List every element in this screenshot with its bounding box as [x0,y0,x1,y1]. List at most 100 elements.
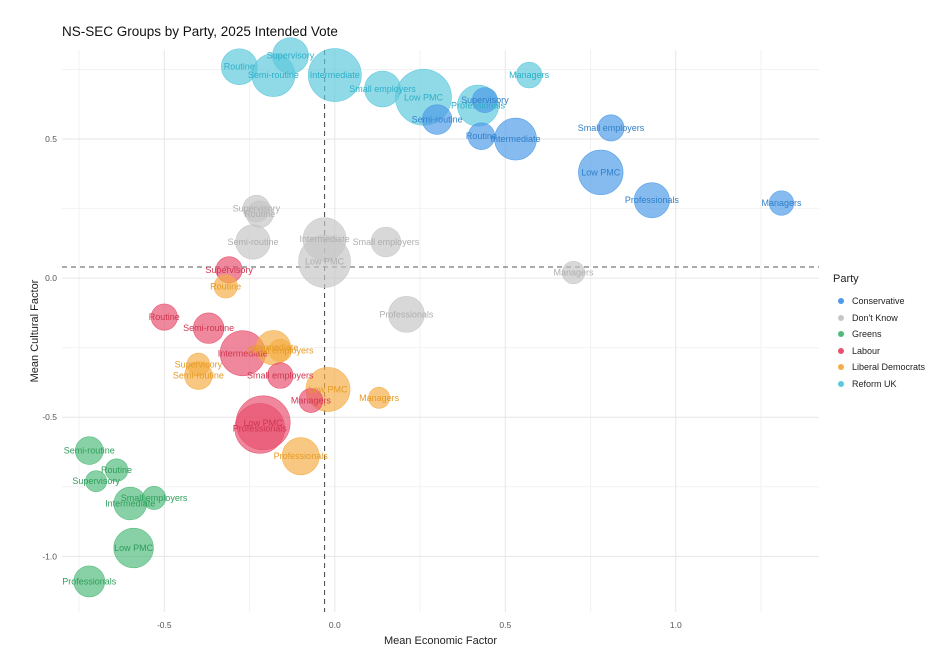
point-label: Routine [210,281,241,291]
legend-item: Reform UK [833,376,925,393]
legend-label: Conservative [852,296,905,307]
y-tick-label: -0.5 [42,412,57,422]
point-label: Managers [761,198,802,208]
point-label: Routine [149,312,180,322]
data-point [302,217,347,262]
point-label: Supervisory [461,95,509,105]
legend-swatch [838,364,844,371]
point-label: Supervisory [205,265,253,275]
x-tick-label: -0.5 [157,620,172,630]
point-label: Intermediate [491,134,541,144]
point-label: Small employers [121,493,188,503]
point-label: Semi-routine [412,115,463,125]
point-label: Professionals [625,195,680,205]
data-point [75,436,104,465]
point-label: Supervisory [175,359,223,369]
y-tick-label: 0.5 [45,134,57,144]
data-point [193,312,225,344]
point-label: Supervisory [267,51,315,61]
data-point [370,226,402,258]
data-point [272,37,309,74]
y-tick-label: -1.0 [42,551,57,561]
legend-label: Labour [852,345,881,356]
reference-lines [62,50,819,612]
legend-swatch [838,298,844,305]
point-label: Routine [101,465,132,475]
data-point [307,48,362,102]
point-label: Managers [509,70,550,80]
point-label: Low PMC [581,167,621,177]
legend-label: Don't Know [852,312,898,323]
point-label: Managers [359,393,400,403]
point-label: Low PMC [404,92,444,102]
y-axis-title: Mean Cultural Factor [29,279,41,382]
legend: Party Conservative Don't Know Greens Labour… [833,273,925,392]
point-label: Low PMC [305,256,345,266]
legend-item: Liberal Democrats [833,359,925,376]
point-label: Small employers [247,371,314,381]
data-point [634,182,670,219]
data-point [142,485,167,510]
data-point [234,403,285,454]
data-point [578,149,624,196]
point-label: Professionals [379,309,434,319]
chart-title: NS-SEC Groups by Party, 2025 Intended Vo… [62,24,338,39]
x-axis-title: Mean Economic Factor [384,635,497,647]
data-point [421,104,453,135]
data-point [104,458,129,482]
legend-title: Party [833,273,859,285]
legend-items: Conservative Don't Know Greens Labour Libera… [833,293,925,392]
point-label: Semi-routine [183,323,234,333]
point-label: Low PMC [114,543,154,553]
data-point [268,338,292,363]
data-point [186,352,210,376]
legend-item: Labour [833,343,925,360]
data-point [267,362,294,389]
data-point [150,303,178,331]
point-label: Small employers [578,123,645,133]
point-label: Routine [224,62,255,72]
point-label: Semi-routine [227,237,278,247]
point-label: Semi-routine [248,70,299,80]
data-point [213,274,238,299]
data-point [516,61,543,89]
data-point [281,437,320,476]
y-tick-label: 0.0 [45,273,57,283]
legend-item: Don't Know [833,310,925,327]
point-label: Semi-routine [173,371,224,381]
data-point [221,48,258,85]
point-label: Intermediate [248,343,298,353]
point-label: Intermediate [310,70,360,80]
point-label: Managers [291,396,332,406]
legend-item: Conservative [833,293,925,310]
point-label: Supervisory [233,204,281,214]
legend-label: Liberal Democrats [852,362,926,373]
point-label: Routine [244,209,275,219]
legend-item: Greens [833,326,925,343]
x-tick-label: 0.0 [329,620,341,630]
legend-label: Greens [852,329,882,340]
point-label: Managers [553,268,594,278]
axis-ticks: -0.5 0.0 0.5 1.0 -1.0 -0.5 0.0 0.5 [42,134,682,630]
legend-label: Reform UK [852,378,897,389]
point-label: Small employers [247,345,314,355]
x-tick-label: 0.5 [499,620,511,630]
data-point [298,388,324,413]
point-label: Professionals [233,423,288,433]
point-label: Small employers [353,237,420,247]
legend-swatch [838,347,844,354]
point-label: Small employers [349,84,416,94]
data-point [364,70,401,108]
data-point [368,386,390,409]
data-point [597,114,625,142]
data-point [768,190,795,216]
point-label: Intermediate [105,498,155,508]
point-label: Low PMC [308,384,348,394]
data-point [85,470,107,493]
data-point [113,527,154,569]
point-label: Routine [466,131,497,141]
data-point [471,87,498,113]
point-label: Low PMC [244,418,284,428]
legend-swatch [838,331,844,338]
